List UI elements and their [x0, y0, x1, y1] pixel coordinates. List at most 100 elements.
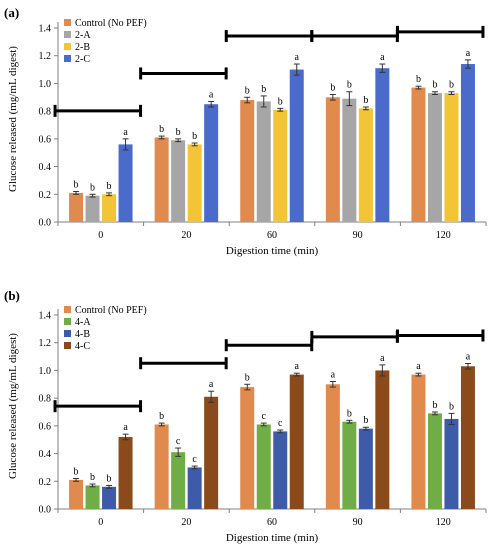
x-tick-label: 90 — [353, 517, 363, 528]
bar — [240, 100, 255, 222]
y-tick-label: 1.0 — [39, 79, 52, 90]
bar — [444, 418, 459, 509]
significance-letter: b — [416, 74, 421, 85]
significance-letter: a — [466, 352, 471, 363]
bar — [358, 108, 373, 222]
y-tick-label: 1.4 — [39, 24, 52, 35]
significance-letter: a — [380, 52, 385, 63]
bar — [69, 479, 84, 509]
significance-letter: b — [245, 85, 250, 96]
y-tick-label: 1.0 — [39, 366, 52, 377]
panel-label: (b) — [4, 288, 20, 303]
bar — [85, 195, 100, 222]
significance-letter: b — [192, 131, 197, 142]
bar — [411, 374, 426, 509]
legend-swatch — [64, 330, 71, 337]
bar — [375, 370, 390, 509]
significance-letter: b — [363, 95, 368, 106]
bar — [102, 194, 117, 222]
bar — [427, 413, 442, 509]
significance-letter: b — [107, 473, 112, 484]
significance-letter: b — [261, 84, 266, 95]
bar — [204, 396, 219, 509]
y-tick-label: 1.4 — [39, 311, 52, 322]
x-axis-title: Digestion time (min) — [226, 245, 319, 257]
significance-letter: b — [330, 83, 335, 94]
legend-swatch — [64, 318, 71, 325]
y-axis-title: Glucose released (mg/mL digest) — [7, 333, 19, 479]
x-tick-label: 60 — [267, 517, 277, 528]
legend-swatch — [64, 19, 71, 26]
legend-entry: 4-A — [75, 317, 91, 328]
bar — [85, 485, 100, 509]
y-tick-label: 0.4 — [39, 162, 52, 173]
significance-letter: a — [380, 353, 385, 364]
significance-letter: a — [209, 379, 214, 390]
bar — [154, 137, 169, 222]
x-tick-label: 0 — [98, 230, 103, 241]
x-tick-label: 20 — [181, 517, 191, 528]
x-tick-label: 20 — [181, 230, 191, 241]
legend-swatch — [64, 306, 71, 313]
x-axis-title: Digestion time (min) — [226, 532, 319, 544]
bar — [444, 93, 459, 222]
significance-letter: b — [159, 411, 164, 422]
significance-letter: b — [74, 467, 79, 478]
bar — [289, 374, 304, 509]
legend-swatch — [64, 31, 71, 38]
bar — [342, 98, 357, 222]
y-tick-label: 0.6 — [39, 134, 52, 145]
significance-letter: c — [262, 411, 267, 422]
x-tick-label: 120 — [436, 517, 451, 528]
significance-letter: b — [347, 408, 352, 419]
legend-entry: 4-C — [75, 341, 90, 352]
bar — [240, 387, 255, 509]
legend-entry: 2-A — [75, 30, 91, 41]
legend-swatch — [64, 342, 71, 349]
significance-letter: b — [347, 80, 352, 91]
bar — [171, 452, 186, 509]
legend-swatch — [64, 43, 71, 50]
y-tick-label: 0.4 — [39, 449, 52, 460]
legend-entry: 4-B — [75, 329, 90, 340]
bar — [69, 192, 84, 222]
significance-letter: b — [245, 372, 250, 383]
bar — [460, 366, 475, 509]
bar — [358, 428, 373, 509]
significance-letter: a — [209, 89, 214, 100]
bar — [256, 101, 271, 222]
bar — [411, 87, 426, 222]
y-tick-label: 1.2 — [39, 51, 52, 62]
legend-entry: 2-B — [75, 42, 90, 53]
y-tick-label: 0.2 — [39, 190, 52, 201]
bar — [273, 431, 288, 509]
y-tick-label: 0.6 — [39, 421, 52, 432]
bar — [325, 384, 340, 509]
significance-letter: b — [449, 80, 454, 91]
significance-letter: b — [449, 401, 454, 412]
significance-letter: a — [416, 361, 421, 372]
y-tick-label: 0.2 — [39, 477, 52, 488]
legend-entry: Control (No PEF) — [75, 18, 147, 29]
panel-label: (a) — [4, 5, 19, 20]
significance-letter: c — [192, 454, 197, 465]
x-tick-label: 0 — [98, 517, 103, 528]
x-tick-label: 120 — [436, 230, 451, 241]
bar — [102, 486, 117, 509]
significance-letter: a — [123, 422, 128, 433]
x-tick-label: 60 — [267, 230, 277, 241]
significance-letter: b — [176, 127, 181, 138]
significance-letter: b — [90, 472, 95, 483]
significance-letter: b — [107, 181, 112, 192]
significance-letter: b — [278, 96, 283, 107]
significance-letter: b — [432, 400, 437, 411]
y-tick-label: 0.0 — [39, 505, 52, 516]
chart-panel-b: (b) 0.0 0.2 0.4 0.6 0.8 1.0 1.2 1.4 Glucose relea… — [4, 288, 487, 544]
x-tick-label: 90 — [353, 230, 363, 241]
chart-panel-a: (a) 0.0 0.2 0.4 0.6 0.8 1.0 1.2 1.4 Glucose relea… — [4, 5, 487, 257]
bar — [273, 109, 288, 222]
y-tick-label: 0.8 — [39, 394, 52, 405]
significance-letter: a — [331, 370, 336, 381]
bar — [154, 424, 169, 509]
